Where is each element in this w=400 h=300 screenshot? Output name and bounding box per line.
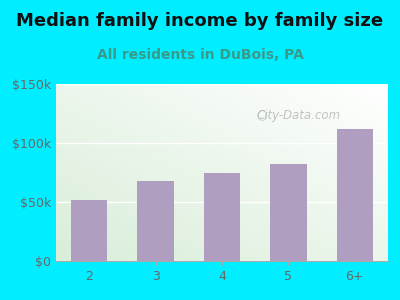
Bar [336, 129, 373, 261]
Text: All residents in DuBois, PA: All residents in DuBois, PA [96, 48, 304, 62]
Text: Median family income by family size: Median family income by family size [16, 12, 384, 30]
Bar [71, 200, 108, 261]
Bar [270, 164, 307, 261]
Text: City-Data.com: City-Data.com [256, 110, 340, 122]
Bar [137, 181, 174, 261]
Text: ○: ○ [256, 110, 267, 122]
Bar [204, 172, 240, 261]
